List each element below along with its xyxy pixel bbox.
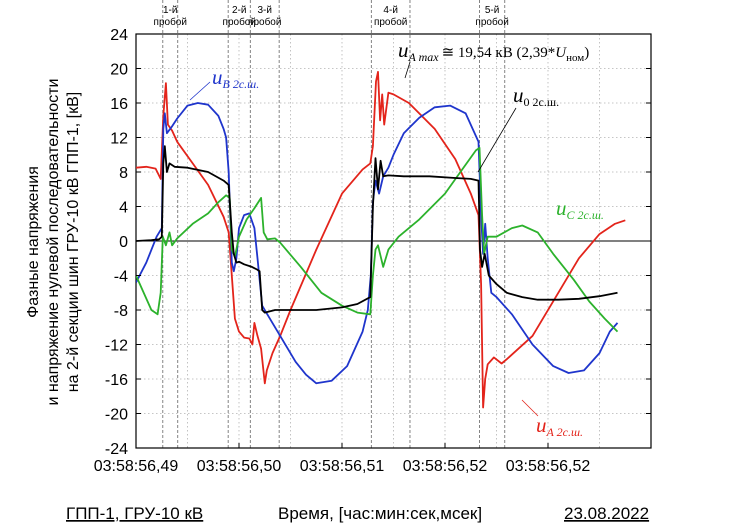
y-tick-label: -12 (105, 338, 128, 355)
y-axis: 24 20 16 12 8 4 0 -4 -8 -12 -16 -20 -24 (105, 27, 651, 458)
series-line (136, 146, 619, 333)
series-line (136, 71, 626, 409)
x-tick-label: 03:58:56,52 (506, 458, 591, 475)
label-uA-max: uA max ≅ 19,54 кВ (2,39*Uном) (398, 38, 589, 64)
x-tick-label: 03:58:56,50 (197, 458, 282, 475)
series-line (136, 102, 619, 385)
grid (136, 33, 651, 449)
x-tick-label: 03:58:56,49 (94, 458, 179, 475)
y-tick-label: 20 (110, 62, 128, 79)
series-layer (136, 71, 626, 409)
breakdown-label: 1-й пробой (154, 5, 187, 28)
y-tick-label: -4 (114, 269, 128, 286)
label-u0: u0 2с.ш. (513, 83, 559, 109)
series-line (136, 145, 618, 314)
y-axis-title-line-1: Фазные напряжения (25, 166, 42, 318)
x-tick-label: 03:58:56,51 (300, 458, 385, 475)
y-tick-label: 8 (119, 165, 128, 182)
footer-right: 23.08.2022 (564, 504, 649, 523)
y-tick-label: -8 (114, 303, 128, 320)
leader-uB (189, 81, 211, 101)
y-tick-label: 16 (110, 96, 128, 113)
y-tick-label: 4 (119, 200, 128, 217)
y-tick-label: 24 (110, 27, 128, 44)
breakdown-label: 3-й пробой (248, 5, 281, 28)
breakdown-label: 4-й пробой (374, 5, 407, 28)
y-tick-label: 0 (119, 234, 128, 251)
leader-u0 (477, 107, 517, 173)
y-axis-title-line-3: на 2-й секции шин ГРУ-10 кВ ГПП-1, [кВ] (65, 92, 82, 392)
footer-center: Время, [час:мин:сек,мсек] (278, 504, 482, 523)
footer-left: ГПП-1, ГРУ-10 кВ (66, 504, 203, 523)
label-uB: uB 2с.ш. (212, 65, 259, 91)
label-uA: uA 2с.ш. (536, 413, 583, 439)
breakdown-label: 5-й пробой (475, 5, 508, 28)
y-axis-title: Фазные напряжения и напряжение нулевой п… (25, 79, 82, 406)
y-axis-title-line-2: и напряжение нулевой последовательности (45, 79, 62, 406)
x-tick-label: 03:58:56,52 (403, 458, 488, 475)
y-tick-label: -16 (105, 372, 128, 389)
breakdown-label: 2-й пробой (223, 5, 256, 28)
leader-uA-max (404, 61, 411, 79)
leader-uA (521, 399, 539, 417)
x-axis: 03:58:56,49 03:58:56,50 03:58:56,51 03:58:5… (94, 443, 652, 475)
y-tick-label: -20 (105, 407, 128, 424)
label-uC: uC 2с.ш. (556, 196, 604, 222)
y-tick-label: 12 (110, 131, 128, 148)
y-tick-label: -24 (105, 441, 128, 458)
